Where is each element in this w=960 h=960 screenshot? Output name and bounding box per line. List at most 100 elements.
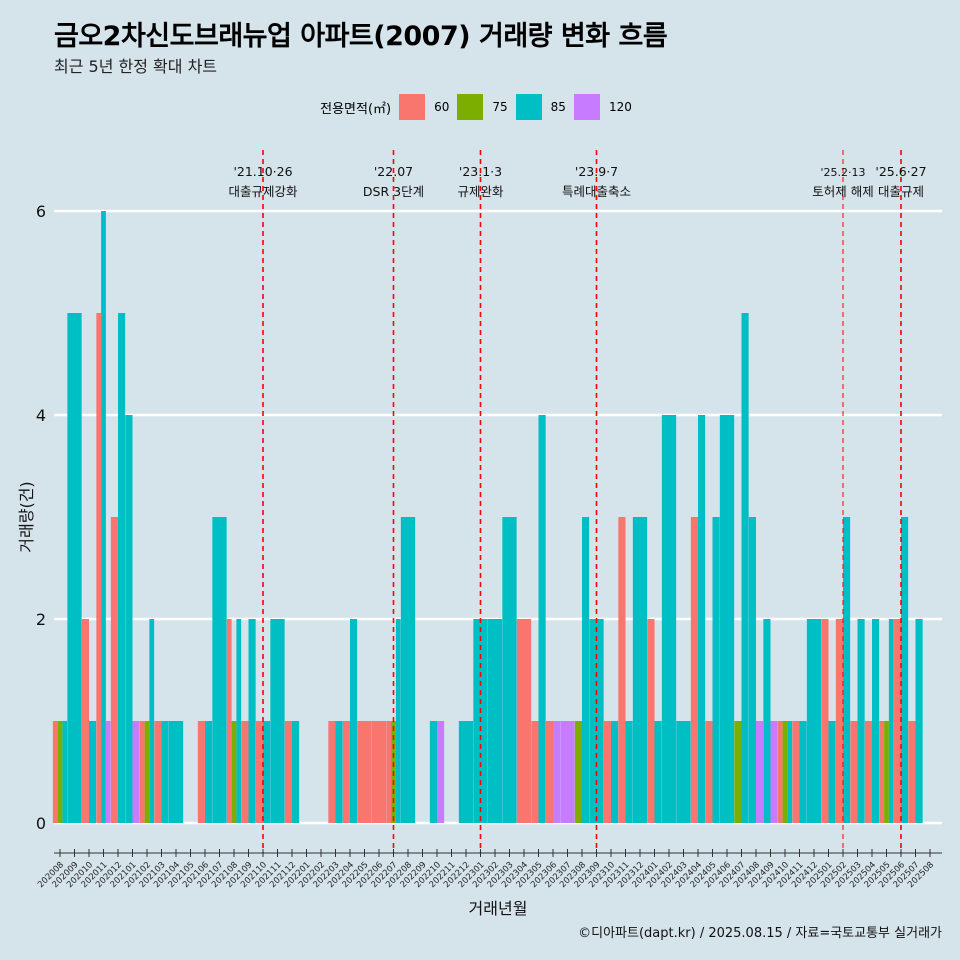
- bar-202008-75: [57, 721, 63, 823]
- chart-title: 금오2차신도브래뉴업 아파트(2007) 거래량 변화 흐름: [54, 21, 668, 52]
- bar-202403-85: [676, 721, 691, 823]
- bar-202204-85: [350, 619, 358, 823]
- bar-202108-85: [236, 619, 242, 823]
- bar-202408-85: [748, 517, 756, 823]
- bar-202101-85: [125, 415, 133, 823]
- bar-202312-85: [632, 517, 648, 823]
- bar-202405-85: [712, 517, 720, 823]
- bar-202011-120: [105, 721, 111, 823]
- bar-202012-85: [118, 313, 126, 823]
- bar-202108-75: [231, 721, 237, 823]
- bar-202409-85: [763, 619, 771, 823]
- bar-202501-60: [821, 619, 829, 823]
- bar-202103-85: [161, 721, 169, 823]
- y-axis-title: 거래량(건): [17, 481, 36, 552]
- x-axis-title: 거래년월: [469, 899, 528, 918]
- y-tick-label-6: 6: [36, 202, 46, 221]
- legend-title: 전용면적(㎡): [320, 101, 392, 117]
- bar-202203-85: [335, 721, 343, 823]
- bar-202112-85: [292, 721, 300, 823]
- bar-202506-85: [901, 517, 909, 823]
- bar-202009-85: [67, 313, 82, 823]
- bar-202101-120: [132, 721, 140, 823]
- legend-label-60: 60: [434, 100, 450, 114]
- legend: 전용면적(㎡) 60 75 85 120: [0, 94, 960, 120]
- bar-202203-60: [328, 721, 336, 823]
- bar-202306-60: [545, 721, 553, 823]
- bar-202207-60: [386, 721, 392, 823]
- bar-202102-85: [149, 619, 155, 823]
- bar-202505-85: [888, 619, 894, 823]
- legend-swatch-120: [573, 94, 600, 120]
- bar-202401-60: [647, 619, 655, 823]
- bar-202410-60: [777, 721, 783, 823]
- legend-swatch-75: [457, 94, 484, 120]
- bar-202109-60: [241, 721, 249, 823]
- bar-202305-85: [538, 415, 546, 823]
- event-date-202309: '23.9·7: [575, 164, 618, 179]
- y-tick-label-4: 4: [36, 406, 46, 425]
- bar-202404-85: [698, 415, 706, 823]
- event-date-202506: '25.6·27: [875, 164, 926, 179]
- bar-202401-85: [654, 721, 662, 823]
- bar-202106-85: [205, 721, 213, 823]
- bar-202304-60: [516, 619, 532, 823]
- bar-202010-85: [89, 721, 97, 823]
- bar-202302-85: [487, 619, 503, 823]
- bar-202205-60: [357, 721, 372, 823]
- bar-202311-60: [618, 517, 626, 823]
- bar-202504-85: [872, 619, 880, 823]
- y-tick-label-0: 0: [36, 814, 46, 833]
- bar-202012-60: [110, 517, 118, 823]
- bar-202008-60: [52, 721, 58, 823]
- bar-202107-85: [212, 517, 227, 823]
- legend-label-85: 85: [550, 100, 566, 114]
- legend-label-75: 75: [492, 100, 508, 114]
- bar-202410-85: [787, 721, 793, 823]
- bar-202409-120: [770, 721, 778, 823]
- event-layer: '21.10·26 대출규제강화 '22.07 DSR 3단계 '23.1·3 규제완화 '…: [228, 150, 927, 853]
- event-label-202301: 규제완화: [457, 184, 504, 199]
- event-label-202309: 특례대출축소: [562, 184, 631, 199]
- bar-202110-85: [263, 721, 271, 823]
- legend-swatch-85: [515, 94, 542, 120]
- bar-202010-60: [81, 619, 89, 823]
- bar-202308-75: [574, 721, 582, 823]
- event-label-202502: 토허제 해제: [812, 184, 873, 199]
- event-date-202502: '25.2·13: [820, 166, 865, 179]
- event-label-202207: DSR 3단계: [363, 184, 424, 199]
- bar-202506-60: [893, 619, 901, 823]
- bar-202407-75: [734, 721, 742, 823]
- chart-subtitle: 최근 5년 한정 확대 차트: [54, 57, 218, 76]
- bar-202210-120: [437, 721, 445, 823]
- bar-202310-60: [603, 721, 611, 823]
- bar-202208-85: [400, 517, 416, 823]
- bar-202308-85: [582, 517, 590, 823]
- bar-202507-85: [915, 619, 923, 823]
- bar-202212-85: [458, 721, 474, 823]
- bar-202404-60: [690, 517, 698, 823]
- bar-202307-120: [560, 721, 575, 823]
- bar-202106-60: [197, 721, 205, 823]
- bar-202104-85: [168, 721, 184, 823]
- bar-202109-85: [248, 619, 256, 823]
- bar-layer: [52, 211, 923, 823]
- bar-202111-85: [270, 619, 285, 823]
- bar-202110-60: [255, 721, 263, 823]
- bar-202503-85: [857, 619, 865, 823]
- legend-swatch-60: [399, 94, 426, 120]
- bar-202410-75: [782, 721, 788, 823]
- bar-202501-85: [828, 721, 836, 823]
- event-date-202207: '22.07: [374, 164, 413, 179]
- bar-202103-60: [154, 721, 162, 823]
- bar-202210-85: [429, 721, 437, 823]
- bar-202412-85: [806, 619, 822, 823]
- bar-202108-60: [226, 619, 232, 823]
- bar-202406-85: [719, 415, 735, 823]
- bar-202407-85: [741, 313, 749, 823]
- bar-202507-60: [908, 721, 916, 823]
- legend-item-60: 60: [399, 94, 449, 120]
- legend-item-75: 75: [457, 94, 508, 120]
- bar-202310-85: [611, 721, 619, 823]
